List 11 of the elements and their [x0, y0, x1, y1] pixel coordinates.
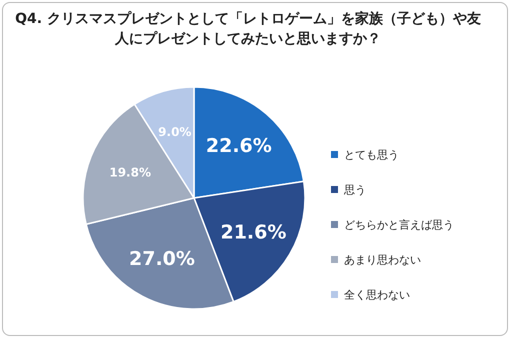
- legend-label: どちらかと言えば思う: [344, 218, 454, 232]
- data-label: 19.8%: [109, 165, 151, 180]
- legend-label: 思う: [343, 184, 366, 196]
- legend-label: とても思う: [344, 148, 399, 162]
- data-label: 9.0%: [158, 124, 192, 139]
- legend-label: 全く思わない: [344, 288, 410, 302]
- data-label: 22.6%: [206, 134, 272, 157]
- chart-title: Q4. クリスマスプレゼントとして「レトロゲーム」を家族（子ども）や友人にプレゼントしてみたいと思いますか？: [14, 10, 482, 49]
- legend-label: あまり思わない: [344, 254, 421, 266]
- data-label: 21.6%: [220, 222, 286, 244]
- data-label: 27.0%: [129, 248, 195, 270]
